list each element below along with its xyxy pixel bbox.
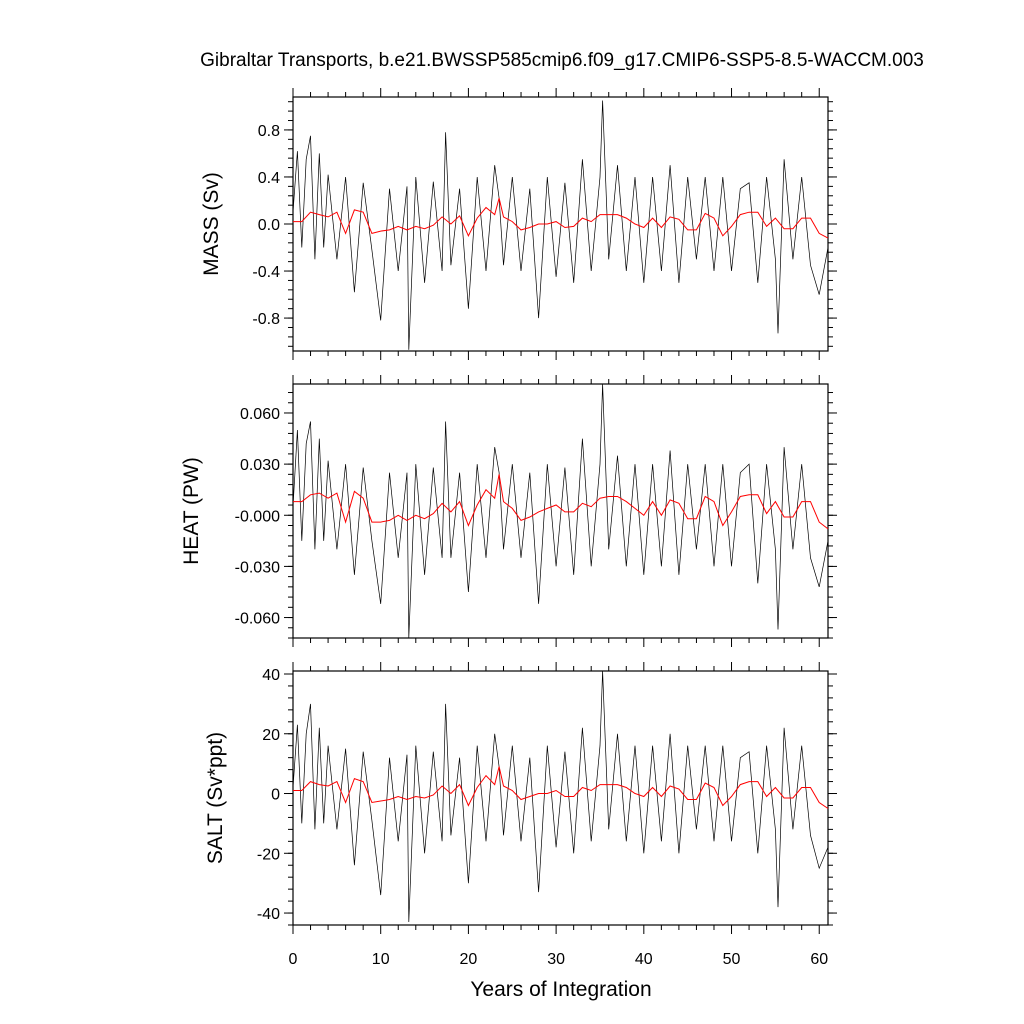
y-axis-label-heat: HEAT (PW) xyxy=(180,457,203,565)
y-tick-label: 0.0 xyxy=(258,217,280,234)
y-tick-label: -0.8 xyxy=(252,311,280,328)
x-tick-label: 50 xyxy=(723,951,741,968)
y-tick-label: -0.4 xyxy=(252,264,280,281)
panel-salt: SALT (Sv*ppt) 40 20 0 -20 -40 xyxy=(204,662,837,934)
y-tick-label: 20 xyxy=(262,727,280,744)
y-tick-label: -0.030 xyxy=(235,559,280,576)
x-ticks-mass xyxy=(292,88,820,360)
y-ticks-salt: 40 20 0 -20 -40 xyxy=(257,667,837,926)
x-tick-label: 60 xyxy=(810,951,828,968)
panel-mass: MASS (Sv) 0.8 0.4 0.0 -0.4 -0.8 xyxy=(200,88,837,360)
y-tick-label: -0.000 xyxy=(235,508,280,525)
y-tick-label: 0 xyxy=(271,787,280,804)
x-tick-label: 40 xyxy=(635,951,653,968)
y-tick-label: -20 xyxy=(257,846,280,863)
y-tick-label: 0.8 xyxy=(258,123,280,140)
plot-frame-heat xyxy=(292,383,829,639)
x-tick-label: 30 xyxy=(547,951,565,968)
x-ticks-heat xyxy=(292,375,820,647)
y-axis-label-salt: SALT (Sv*ppt) xyxy=(204,732,227,864)
smoothed-line-salt xyxy=(293,766,829,809)
monthly-line-heat xyxy=(292,383,829,639)
x-tick-label: 20 xyxy=(460,951,478,968)
x-tick-label: 0 xyxy=(289,951,298,968)
monthly-line-salt xyxy=(292,670,829,923)
x-tick-label: 10 xyxy=(372,951,390,968)
y-tick-label: 0.4 xyxy=(258,170,280,187)
monthly-line-mass xyxy=(292,100,829,350)
smoothed-line-heat xyxy=(293,474,829,530)
plot-frame-salt xyxy=(292,670,829,926)
x-ticks-salt xyxy=(292,662,820,934)
x-axis-label: Years of Integration xyxy=(470,978,651,1001)
chart-title: Gibraltar Transports, b.e21.BWSSP585cmip… xyxy=(200,50,924,71)
y-tick-label: 0.030 xyxy=(240,457,280,474)
y-ticks-mass: 0.8 0.4 0.0 -0.4 -0.8 xyxy=(252,101,837,347)
y-axis-label-mass: MASS (Sv) xyxy=(200,172,223,276)
y-tick-label: -40 xyxy=(257,906,280,923)
y-tick-label: 40 xyxy=(262,667,280,684)
y-tick-label: -0.060 xyxy=(235,611,280,628)
y-tick-label: 0.060 xyxy=(240,406,280,423)
y-ticks-heat: 0.060 0.030 -0.000 -0.030 -0.060 xyxy=(235,392,837,639)
x-tick-labels: 0 10 20 30 40 50 60 xyxy=(289,951,829,968)
panel-heat: HEAT (PW) 0.060 0.030 -0.000 -0.030 -0.060 xyxy=(180,375,837,647)
smoothed-line-mass xyxy=(293,197,829,239)
